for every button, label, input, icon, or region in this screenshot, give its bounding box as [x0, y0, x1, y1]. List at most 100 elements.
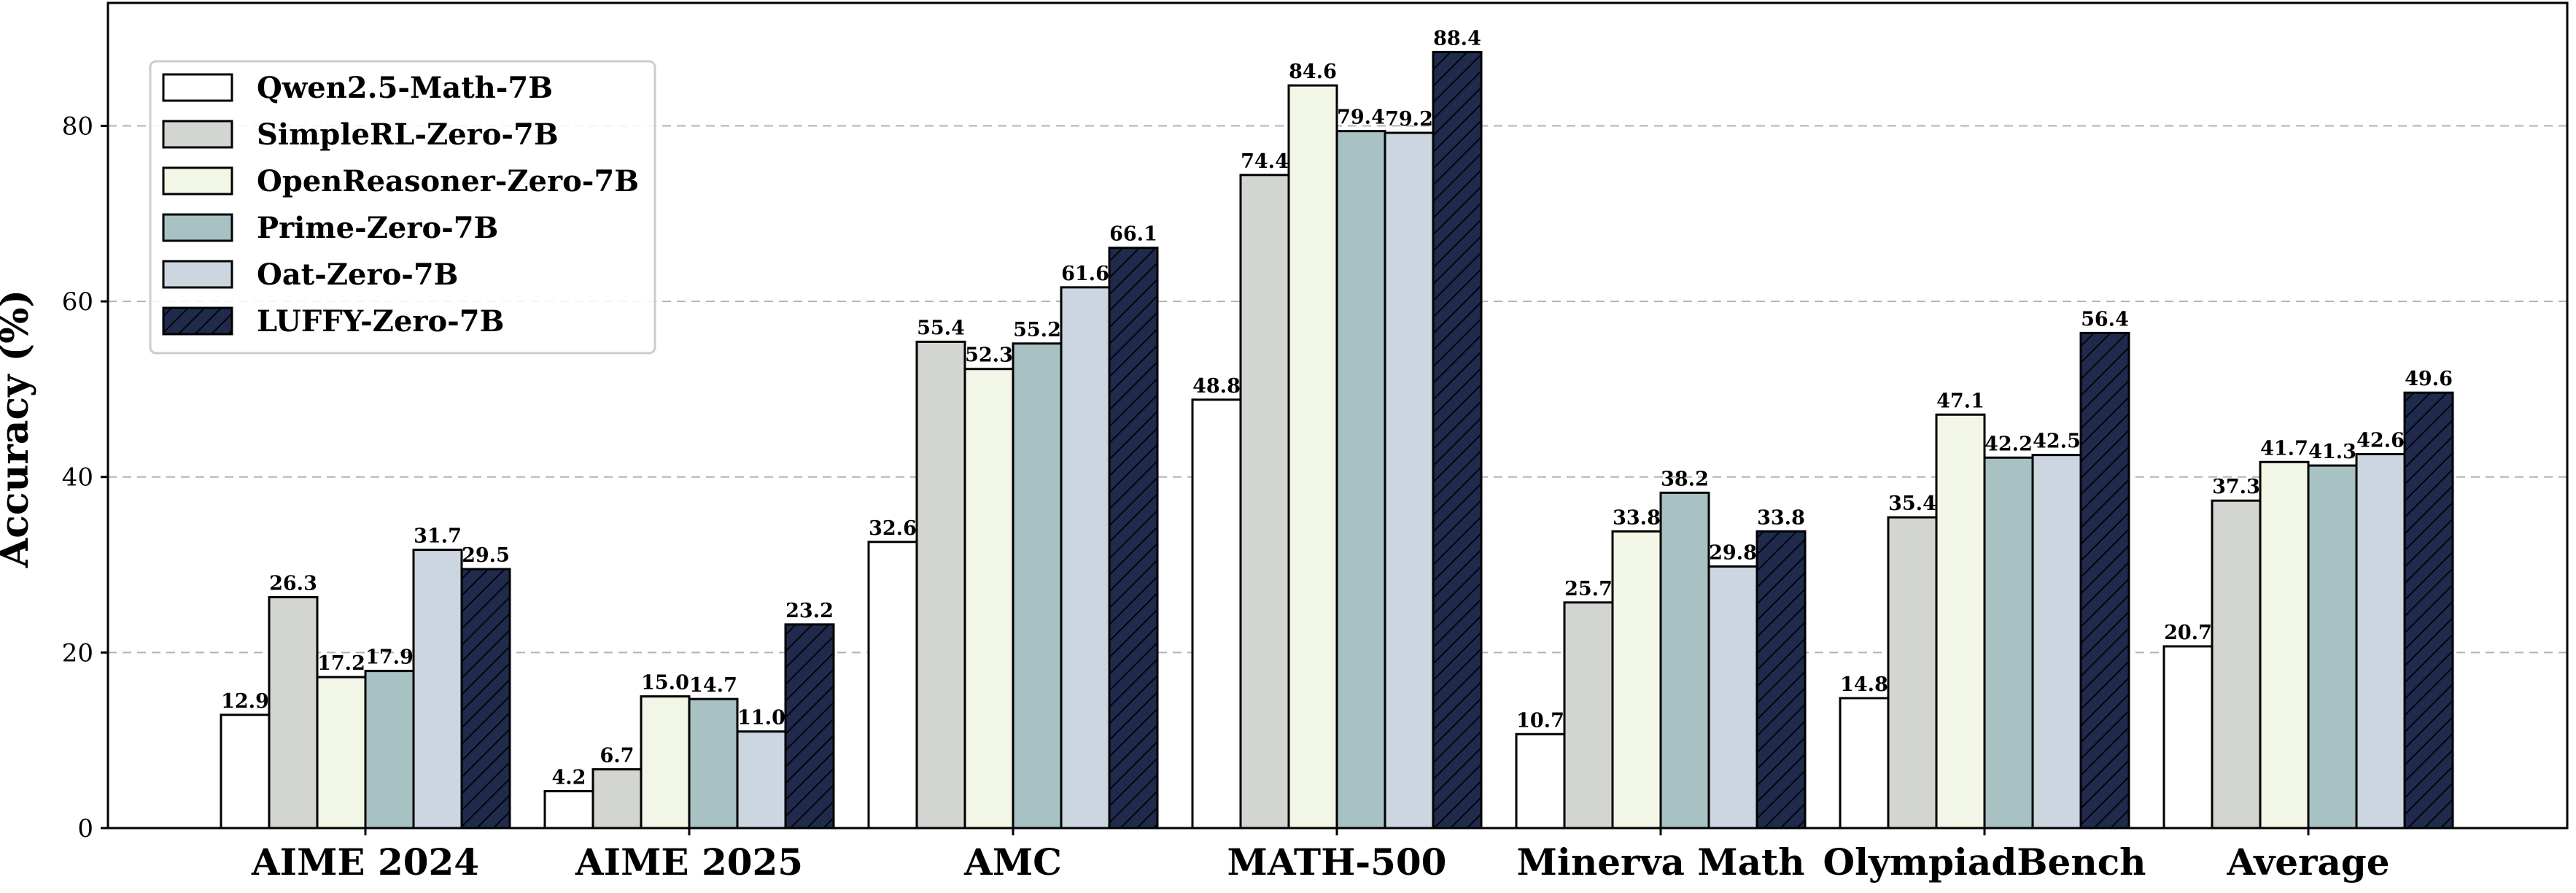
data-label: 61.6 — [1061, 263, 1109, 285]
bar-simplerl-zero-7b-minerva-math — [1563, 601, 1614, 830]
data-label: 48.8 — [1192, 375, 1241, 398]
data-label: 79.4 — [1337, 107, 1385, 129]
y-axis-label: Accuracy (%) — [0, 290, 37, 568]
legend-label: SimpleRL-Zero-7B — [257, 117, 559, 152]
bar-luffy-zero-7b-math-500 — [1432, 50, 1483, 830]
data-label: 38.2 — [1661, 468, 1709, 490]
y-tick-label: 20 — [62, 638, 93, 668]
legend-swatch — [162, 213, 233, 242]
bar-oat-zero-7b-average — [2355, 452, 2406, 830]
data-label: 15.0 — [641, 672, 689, 695]
bar-simplerl-zero-7b-average — [2211, 499, 2262, 830]
data-label: 35.4 — [1888, 492, 1936, 515]
legend-swatch — [162, 260, 233, 289]
legend-swatch — [162, 120, 233, 149]
y-tick-label: 80 — [62, 112, 93, 141]
data-label: 10.7 — [1516, 709, 1564, 732]
bar-oat-zero-7b-amc — [1060, 286, 1111, 830]
legend-label: Oat-Zero-7B — [257, 258, 458, 292]
bar-prime-zero-7b-amc — [1012, 342, 1063, 830]
bar-luffy-zero-7b-aime-2024 — [460, 568, 511, 830]
data-label: 56.4 — [2081, 308, 2129, 330]
data-label: 42.2 — [1985, 433, 2033, 455]
bar-oat-zero-7b-olympiadbench — [2031, 454, 2082, 830]
bar-oat-zero-7b-minerva-math — [1707, 565, 1758, 830]
data-label: 17.2 — [317, 652, 365, 675]
bar-oat-zero-7b-aime-2024 — [412, 549, 463, 830]
data-label: 66.1 — [1109, 223, 1157, 246]
data-label: 14.7 — [689, 674, 737, 697]
data-label: 42.5 — [2033, 430, 2081, 453]
bar-prime-zero-7b-aime-2025 — [688, 697, 739, 830]
value-labels: 12.9 26.3 17.2 17.9 31.729.5 4.2 6.7 15.0 14.711… — [221, 27, 2453, 789]
data-label: 33.8 — [1757, 506, 1805, 529]
legend-box — [149, 60, 656, 355]
bar-qwen2-5-math-7b-minerva-math — [1515, 732, 1566, 830]
bar-prime-zero-7b-aime-2024 — [364, 670, 415, 830]
bar-openreasoner-zero-7b-aime-2024 — [316, 676, 367, 830]
bar-qwen2-5-math-7b-aime-2024 — [220, 714, 271, 830]
y-tick-label: 60 — [62, 287, 93, 317]
legend-label: OpenReasoner-Zero-7B — [257, 164, 639, 198]
x-tick-label-minerva-math: Minerva Math — [1517, 840, 1805, 884]
x-tick-label-amc: AMC — [963, 840, 1062, 884]
x-tick-label-aime-2024: AIME 2024 — [251, 840, 479, 884]
bar-oat-zero-7b-math-500 — [1384, 131, 1435, 830]
bar-prime-zero-7b-math-500 — [1335, 130, 1386, 830]
data-label: 47.1 — [1936, 390, 1985, 412]
legend-label: LUFFY-Zero-7B — [257, 304, 504, 339]
data-label: 84.6 — [1289, 61, 1337, 83]
x-tick-label-olympiadbench: OlympiadBench — [1823, 840, 2146, 884]
data-label: 49.6 — [2405, 368, 2453, 390]
bar-prime-zero-7b-olympiadbench — [1983, 456, 2034, 830]
data-label: 29.8 — [1709, 541, 1757, 564]
bar-luffy-zero-7b-amc — [1108, 247, 1159, 830]
data-label: 20.7 — [2164, 622, 2212, 644]
data-label: 23.2 — [785, 600, 834, 622]
bar-simplerl-zero-7b-math-500 — [1239, 174, 1290, 830]
bar-qwen2-5-math-7b-olympiadbench — [1839, 697, 1890, 830]
bar-openreasoner-zero-7b-olympiadbench — [1935, 413, 1986, 830]
data-label: 52.3 — [965, 344, 1013, 367]
bar-prime-zero-7b-minerva-math — [1659, 491, 1710, 830]
legend-label: Qwen2.5-Math-7B — [257, 71, 553, 105]
data-label: 31.7 — [414, 525, 462, 548]
data-label: 14.8 — [1840, 673, 1888, 696]
axes: 0 20 40 60 80 AIME 2024 AIME 2025 AMC MATH-500 Mi… — [62, 112, 2390, 884]
bar-oat-zero-7b-aime-2025 — [736, 730, 787, 830]
data-label: 42.6 — [2356, 429, 2405, 452]
data-label: 29.5 — [462, 544, 510, 567]
bar-simplerl-zero-7b-aime-2025 — [591, 768, 643, 830]
data-label: 33.8 — [1613, 506, 1661, 529]
data-label: 41.3 — [2308, 441, 2356, 463]
x-tick-label-math-500: MATH-500 — [1227, 840, 1447, 884]
bar-simplerl-zero-7b-olympiadbench — [1887, 516, 1938, 830]
data-label: 88.4 — [1433, 27, 1481, 50]
data-label: 4.2 — [552, 766, 586, 789]
data-label: 79.2 — [1385, 108, 1433, 131]
bar-qwen2-5-math-7b-average — [2162, 645, 2214, 830]
bar-openreasoner-zero-7b-minerva-math — [1611, 530, 1662, 830]
bar-qwen2-5-math-7b-math-500 — [1191, 398, 1242, 830]
bar-simplerl-zero-7b-aime-2024 — [268, 596, 319, 830]
data-label: 17.9 — [365, 646, 414, 669]
bar-luffy-zero-7b-olympiadbench — [2079, 331, 2130, 830]
bar-prime-zero-7b-average — [2307, 464, 2358, 830]
data-label: 6.7 — [600, 744, 635, 767]
bar-qwen2-5-math-7b-amc — [867, 541, 918, 830]
y-tick-label: 40 — [62, 463, 93, 492]
bar-luffy-zero-7b-aime-2025 — [784, 623, 835, 830]
bar-openreasoner-zero-7b-average — [2259, 460, 2310, 830]
data-label: 11.0 — [737, 707, 785, 730]
x-tick-label-average: Average — [2226, 840, 2389, 884]
data-label: 26.3 — [269, 573, 317, 595]
data-label: 32.6 — [869, 517, 917, 540]
legend-swatch — [162, 166, 233, 196]
data-label: 55.2 — [1013, 319, 1061, 341]
data-label: 55.4 — [917, 317, 965, 339]
bar-openreasoner-zero-7b-math-500 — [1287, 84, 1338, 830]
legend-swatch — [162, 306, 233, 336]
bars — [220, 50, 2454, 830]
